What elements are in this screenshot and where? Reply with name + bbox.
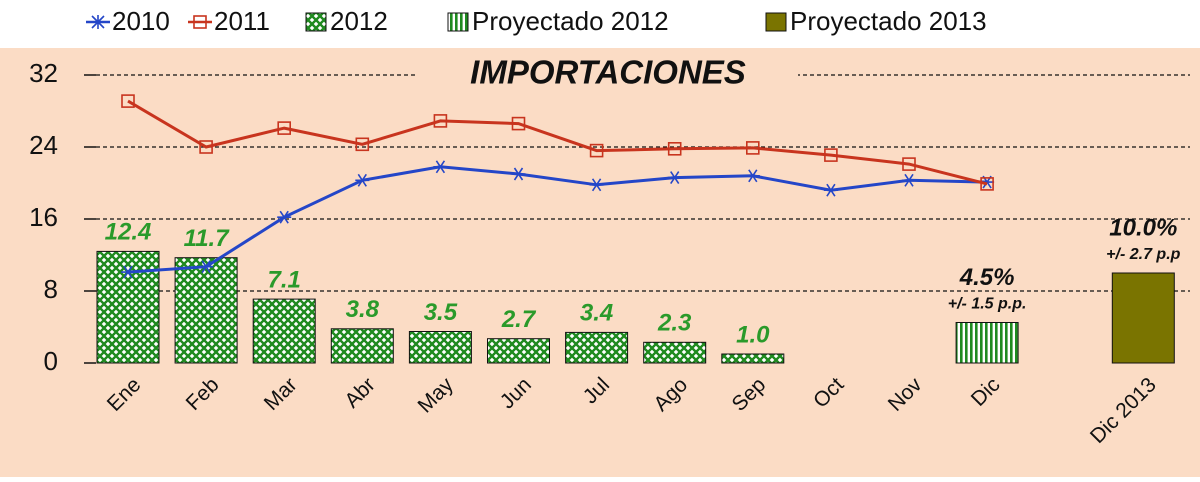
annotation: +/- 2.7 p.p (1106, 246, 1180, 263)
legend-marker (193, 15, 207, 29)
value-label: 2.3 (657, 310, 692, 337)
line (127, 99, 988, 186)
value-label: 3.5 (424, 299, 458, 326)
marker (824, 148, 838, 162)
y-tick-label: 0 (44, 346, 58, 376)
value-label: 3.4 (580, 300, 613, 327)
value-label: 2.7 (501, 306, 537, 333)
value-label: 1.0 (736, 321, 770, 348)
legend-label: Proyectado 2013 (790, 6, 987, 36)
marker (667, 142, 682, 156)
marker (277, 210, 292, 224)
y-tick-label: 24 (29, 130, 58, 160)
value-label: 11.7 (184, 225, 231, 252)
marker (745, 169, 760, 183)
y-tick-label: 32 (29, 58, 58, 88)
marker (433, 160, 448, 174)
marker (355, 173, 370, 187)
bar (643, 341, 707, 364)
marker (980, 177, 994, 191)
bar (96, 250, 160, 364)
marker (121, 265, 135, 279)
bar (721, 353, 785, 364)
value-label: 3.8 (346, 296, 380, 323)
value-label: 12.4 (105, 219, 152, 246)
legend-label: Proyectado 2012 (472, 6, 669, 36)
legend-label: 2012 (330, 6, 388, 36)
marker (745, 141, 760, 155)
bar (252, 298, 316, 364)
annotation: +/- 1.5 p.p. (948, 296, 1027, 313)
legend-marker (91, 15, 105, 29)
bar (955, 322, 1019, 364)
legend-label: 2010 (112, 6, 170, 36)
bar (565, 331, 629, 364)
bar (408, 331, 472, 364)
chart-title: IMPORTACIONES (470, 54, 746, 91)
marker (277, 121, 292, 135)
marker (667, 171, 682, 185)
marker (589, 178, 604, 192)
marker (121, 94, 135, 108)
value-label: 4.5% (959, 264, 1015, 291)
legend-swatch (305, 12, 327, 32)
title-background (418, 57, 798, 93)
marker (902, 173, 916, 187)
bar (174, 257, 238, 364)
y-tick-label: 16 (29, 202, 58, 232)
value-label: 10.0% (1109, 214, 1177, 241)
y-tick-label: 8 (44, 274, 58, 304)
marker (902, 157, 916, 171)
marker (511, 116, 526, 131)
marker (199, 260, 214, 274)
marker (511, 167, 526, 181)
legend-label: 2011 (214, 6, 270, 36)
marker (823, 183, 838, 197)
bar (487, 338, 550, 364)
legend-swatch (447, 12, 469, 32)
line (127, 165, 988, 274)
marker (199, 140, 213, 154)
marker (589, 143, 604, 158)
value-label: 7.1 (268, 266, 301, 293)
bar (330, 328, 394, 364)
marker (433, 114, 448, 128)
marker (355, 137, 370, 152)
legend-swatch (765, 12, 787, 32)
bar (1111, 272, 1175, 364)
